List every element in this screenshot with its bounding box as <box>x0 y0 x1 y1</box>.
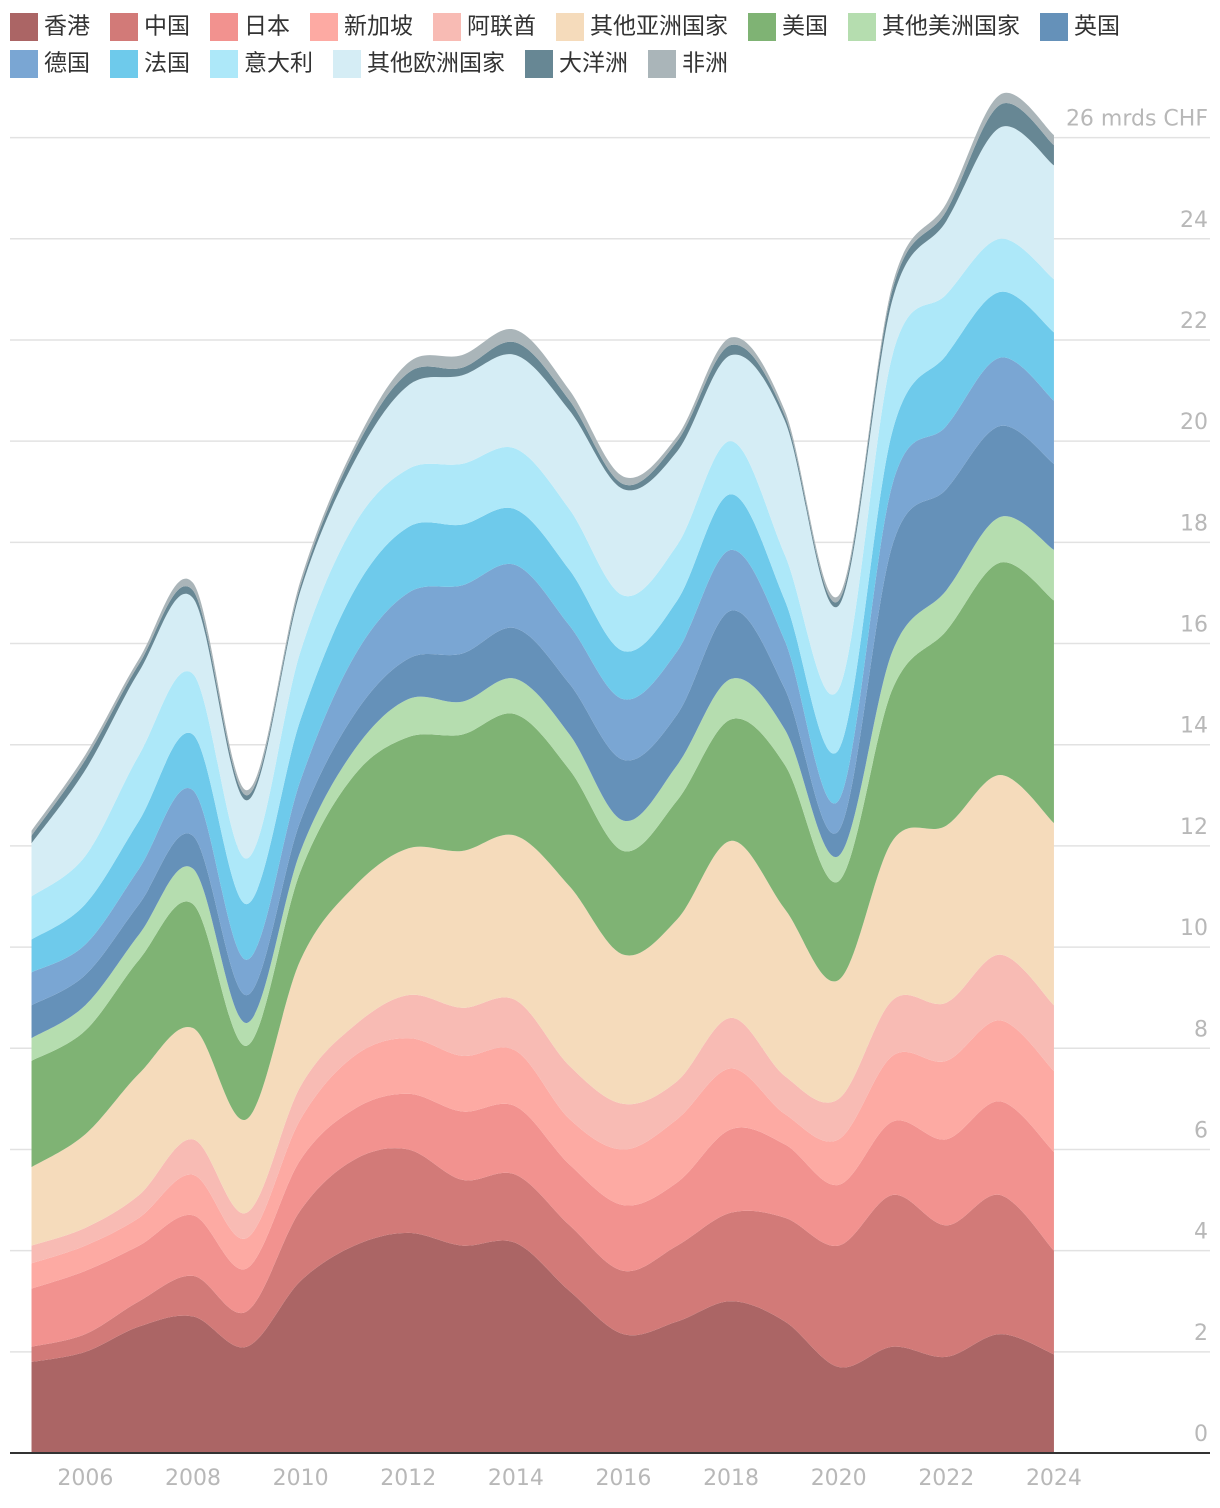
y-tick-label: 18 <box>1180 511 1208 536</box>
legend-item: 大洋洲 <box>525 50 628 78</box>
area <box>31 1093 1054 1347</box>
legend-item: 德国 <box>10 50 90 78</box>
x-tick-label: 2008 <box>165 1466 221 1491</box>
y-tick-label: 8 <box>1194 1017 1208 1042</box>
legend-label: 阿联酋 <box>467 14 536 40</box>
area <box>31 775 1054 1246</box>
legend-item: 新加坡 <box>310 13 413 41</box>
area <box>31 238 1054 940</box>
legend-item: 美国 <box>748 13 828 41</box>
x-tick-label: 2014 <box>488 1466 544 1491</box>
legend-swatch <box>556 13 584 41</box>
area <box>31 1148 1054 1368</box>
x-tick-label: 2016 <box>595 1466 651 1491</box>
legend-swatch <box>748 13 776 41</box>
legend-label: 其他欧洲国家 <box>367 51 505 77</box>
x-tick-label: 2024 <box>1026 1466 1082 1491</box>
legend-label: 新加坡 <box>344 14 413 40</box>
legend-label: 大洋洲 <box>559 51 628 77</box>
legend-item: 英国 <box>1040 13 1120 41</box>
legend-item: 其他美洲国家 <box>848 13 1020 41</box>
y-tick-label: 10 <box>1180 916 1208 941</box>
legend-label: 美国 <box>782 14 828 40</box>
area <box>31 1232 1054 1453</box>
legend-swatch <box>110 13 138 41</box>
legend-swatch <box>525 50 553 78</box>
legend-label: 德国 <box>44 51 90 77</box>
legend-label: 日本 <box>244 14 290 40</box>
y-tick-label: 24 <box>1180 208 1208 233</box>
legend-item: 其他亚洲国家 <box>556 13 728 41</box>
y-tick-label: 4 <box>1194 1220 1208 1245</box>
legend-label: 非洲 <box>682 51 728 77</box>
legend-swatch <box>310 13 338 41</box>
areas <box>31 92 1054 1453</box>
y-tick-label: 22 <box>1180 309 1208 334</box>
legend-swatch <box>433 13 461 41</box>
legend-label: 其他美洲国家 <box>882 14 1020 40</box>
area <box>31 291 1054 973</box>
area <box>31 562 1054 1168</box>
legend-swatch <box>210 50 238 78</box>
y-tick-label: 12 <box>1180 815 1208 840</box>
x-tick-label: 2018 <box>703 1466 759 1491</box>
x-tick-label: 2006 <box>57 1466 113 1491</box>
legend-label: 中国 <box>144 14 190 40</box>
area <box>31 954 1054 1264</box>
x-tick-label: 2010 <box>273 1466 329 1491</box>
legend-swatch <box>10 50 38 78</box>
legend-label: 法国 <box>144 51 190 77</box>
y-tick-label: 14 <box>1180 714 1208 739</box>
legend-item: 阿联酋 <box>433 13 536 41</box>
legend-item: 意大利 <box>210 50 313 78</box>
legend-item: 法国 <box>110 50 190 78</box>
legend-label: 意大利 <box>244 51 313 77</box>
legend-label: 英国 <box>1074 14 1120 40</box>
y-tick-label: 26 mrds CHF <box>1066 107 1208 132</box>
area <box>31 126 1054 897</box>
x-tick-label: 2012 <box>380 1466 436 1491</box>
legend-item: 非洲 <box>648 50 728 78</box>
legend-swatch <box>10 13 38 41</box>
legend-swatch <box>848 13 876 41</box>
legend-swatch <box>333 50 361 78</box>
legend-item: 日本 <box>210 13 290 41</box>
legend-item: 中国 <box>110 13 190 41</box>
legend-swatch <box>110 50 138 78</box>
x-tick-label: 2022 <box>918 1466 974 1491</box>
legend-swatch <box>1040 13 1068 41</box>
y-tick-label: 16 <box>1180 613 1208 638</box>
y-tick-label: 6 <box>1194 1118 1208 1143</box>
area <box>31 1020 1054 1289</box>
area <box>31 425 1054 1039</box>
x-tick-label: 2020 <box>811 1466 867 1491</box>
area <box>31 357 1054 1006</box>
legend-label: 香港 <box>44 14 90 40</box>
y-tick-label: 20 <box>1180 410 1208 435</box>
y-tick-label: 2 <box>1194 1321 1208 1346</box>
legend-swatch <box>210 13 238 41</box>
legend-swatch <box>648 50 676 78</box>
legend-label: 其他亚洲国家 <box>590 14 728 40</box>
y-tick-label: 0 <box>1194 1422 1208 1447</box>
legend-item: 香港 <box>10 13 90 41</box>
legend-item: 其他欧洲国家 <box>333 50 505 78</box>
